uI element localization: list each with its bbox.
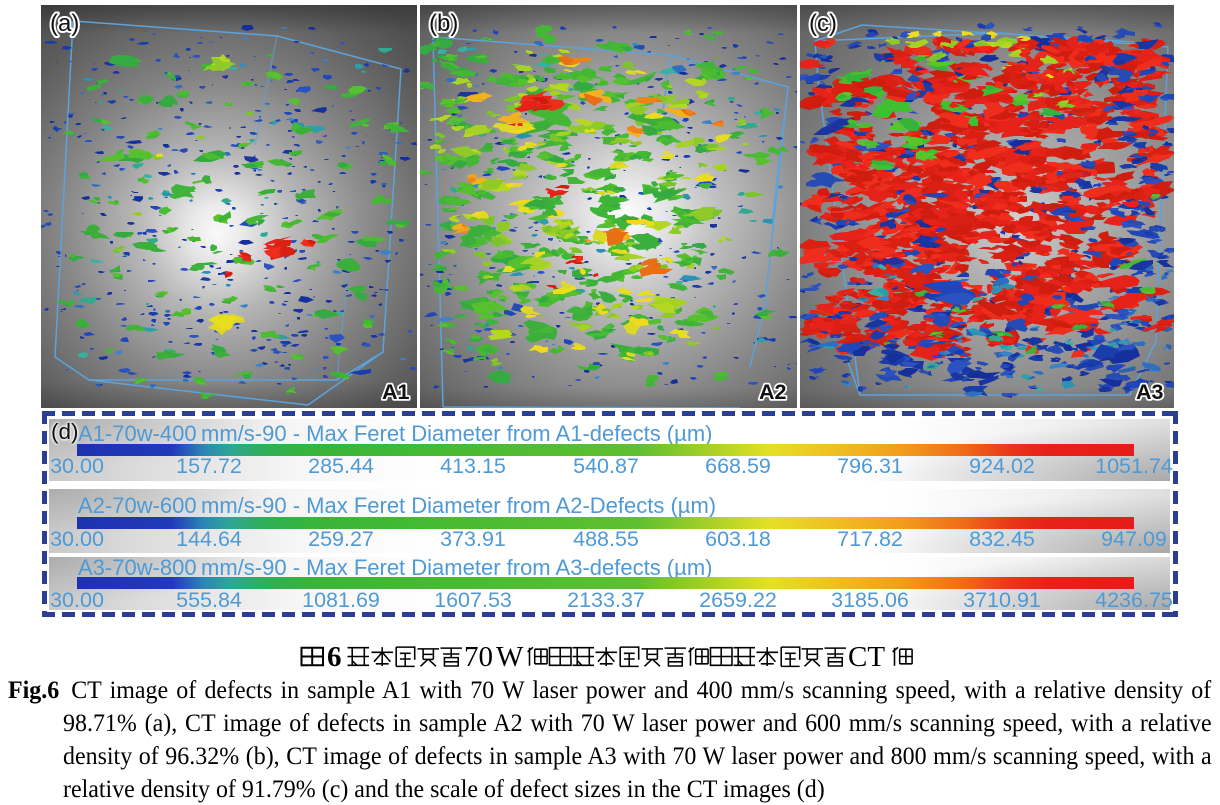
- svg-text:70: 70: [464, 641, 493, 669]
- svg-text:A2: A2: [759, 380, 787, 404]
- svg-text:(c): (c): [809, 10, 837, 37]
- svg-text:W: W: [496, 641, 524, 669]
- svg-text:CT: CT: [848, 641, 885, 669]
- svg-text:A3: A3: [1136, 380, 1164, 404]
- svg-text:(a): (a): [50, 10, 79, 37]
- svg-text:A1: A1: [382, 380, 410, 404]
- svg-text:6: 6: [327, 641, 342, 669]
- svg-text:(b): (b): [429, 10, 458, 37]
